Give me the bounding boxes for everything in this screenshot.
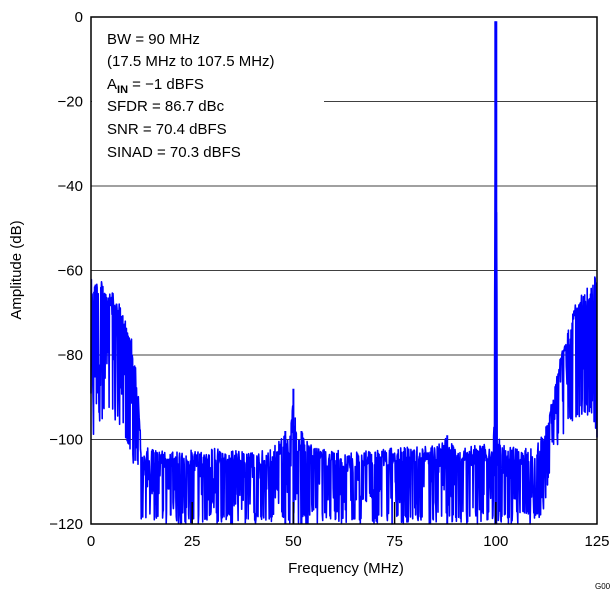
y-tick-label: −120 — [49, 516, 83, 533]
spectrum-series — [90, 21, 598, 525]
range-annotation: (17.5 MHz to 107.5 MHz) — [107, 53, 275, 70]
y-tick-label: −80 — [58, 347, 83, 364]
y-tick-label: −100 — [49, 432, 83, 449]
figure-id: G00 — [595, 582, 611, 589]
x-tick-label: 25 — [184, 533, 201, 550]
annotation-block: BW = 90 MHz (17.5 MHz to 107.5 MHz) AIN … — [107, 31, 275, 161]
y-axis-title: Amplitude (dB) — [8, 220, 25, 319]
grid — [91, 101, 597, 440]
y-tick-label: −40 — [58, 178, 83, 195]
x-tick-label: 75 — [386, 533, 403, 550]
x-tick-label: 100 — [483, 533, 508, 550]
x-axis-title: Frequency (MHz) — [288, 560, 404, 577]
ain-subscript: IN — [117, 84, 128, 96]
x-tick-label: 0 — [87, 533, 95, 550]
x-tick-label: 125 — [584, 533, 609, 550]
y-tick-label: 0 — [75, 9, 83, 26]
annotation-background — [92, 24, 324, 174]
ain-value: = −1 dBFS — [128, 76, 204, 93]
spectrum-trace — [90, 21, 598, 525]
y-tick-label: −60 — [58, 263, 83, 280]
ain-annotation: AIN = −1 dBFS — [107, 76, 204, 96]
sfdr-annotation: SFDR = 86.7 dBc — [107, 98, 225, 115]
snr-annotation: SNR = 70.4 dBFS — [107, 121, 227, 138]
ain-prefix: A — [107, 76, 117, 93]
plot-frame — [90, 16, 598, 525]
y-tick-label: −20 — [58, 94, 83, 111]
bw-annotation: BW = 90 MHz — [107, 31, 200, 48]
sinad-annotation: SINAD = 70.3 dBFS — [107, 144, 241, 161]
x-tick-label: 50 — [285, 533, 302, 550]
